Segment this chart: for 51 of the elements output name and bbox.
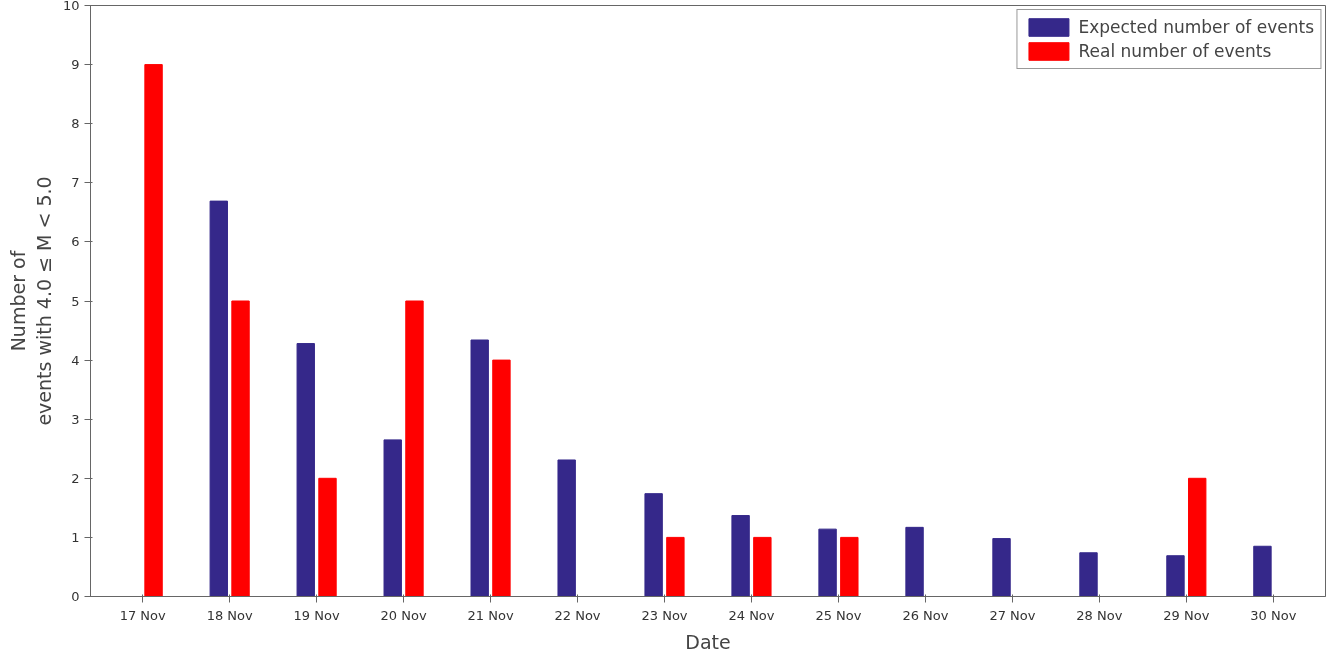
y-tick-label: 1 xyxy=(71,529,80,545)
y-tick-label: 3 xyxy=(71,411,80,427)
bar xyxy=(753,536,772,597)
x-tick-label: 28 Nov xyxy=(1076,607,1123,623)
x-tick-label: 25 Nov xyxy=(815,607,862,623)
x-tick-label: 30 Nov xyxy=(1250,607,1297,623)
bar xyxy=(1188,477,1207,597)
x-tick-label: 21 Nov xyxy=(467,607,514,623)
bar xyxy=(231,300,250,597)
x-tick-label: 23 Nov xyxy=(641,607,688,623)
bar xyxy=(992,538,1011,597)
bar xyxy=(470,339,489,597)
bar xyxy=(905,526,924,597)
x-tick-label: 29 Nov xyxy=(1163,607,1210,623)
x-tick-label: 18 Nov xyxy=(206,607,253,623)
bar xyxy=(209,200,228,597)
bar xyxy=(644,493,663,597)
y-tick-label: 6 xyxy=(71,234,80,250)
y-tick-label: 2 xyxy=(71,470,80,486)
x-tick-label: 17 Nov xyxy=(119,607,167,623)
bar xyxy=(1079,552,1098,597)
y-tick-label: 10 xyxy=(62,0,80,13)
y-tick-label: 9 xyxy=(71,57,80,73)
bar xyxy=(840,536,859,597)
y-tick-label: 4 xyxy=(71,352,80,368)
x-tick-label: 19 Nov xyxy=(293,607,340,623)
x-axis-title: Date xyxy=(685,630,731,653)
legend-label: Real number of events xyxy=(1078,41,1272,61)
y-tick-label: 0 xyxy=(71,589,80,604)
x-tick-label: 20 Nov xyxy=(380,607,427,623)
y-axis-title: Number of events with 4.0 ≤ M < 5.0 xyxy=(6,176,55,426)
x-tick-label: 27 Nov xyxy=(989,607,1036,623)
x-tick-label: 22 Nov xyxy=(554,607,601,623)
y-tick-label: 8 xyxy=(71,116,80,132)
x-tick-label: 24 Nov xyxy=(728,607,775,623)
bar xyxy=(557,459,576,597)
bar xyxy=(144,64,163,597)
bar xyxy=(1166,555,1185,597)
x-tick-label: 26 Nov xyxy=(902,607,949,623)
bar xyxy=(1253,545,1272,597)
bar xyxy=(666,536,685,597)
bar xyxy=(818,528,837,597)
bar xyxy=(318,477,337,597)
bar xyxy=(383,439,402,597)
y-tick-label: 5 xyxy=(71,293,80,309)
bar xyxy=(405,300,424,597)
y-tick-label: 7 xyxy=(71,175,80,191)
bar xyxy=(492,359,511,597)
bar xyxy=(731,515,750,597)
legend-label: Expected number of events xyxy=(1078,17,1314,37)
bar xyxy=(296,343,315,597)
